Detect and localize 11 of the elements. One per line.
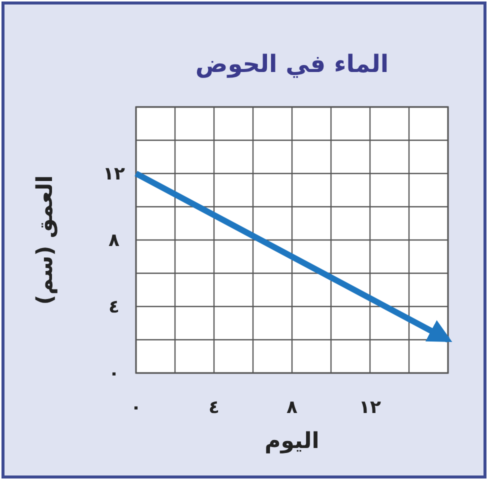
x-tick-label: ١٢: [359, 397, 381, 418]
y-tick-label: ٨: [108, 230, 120, 251]
y-tick-label: ٠: [108, 363, 120, 384]
y-axis-title: العمق (سم): [33, 175, 58, 305]
chart-title: الماء في الحوض: [195, 50, 389, 78]
x-tick-label: ٠: [130, 397, 142, 418]
x-tick-label: ٤: [208, 397, 220, 418]
y-tick-label: ٤: [108, 296, 120, 318]
y-tick-label: ١٢: [103, 164, 125, 184]
x-axis-title: اليوم: [264, 429, 320, 454]
x-tick-label: ٨: [286, 397, 298, 418]
